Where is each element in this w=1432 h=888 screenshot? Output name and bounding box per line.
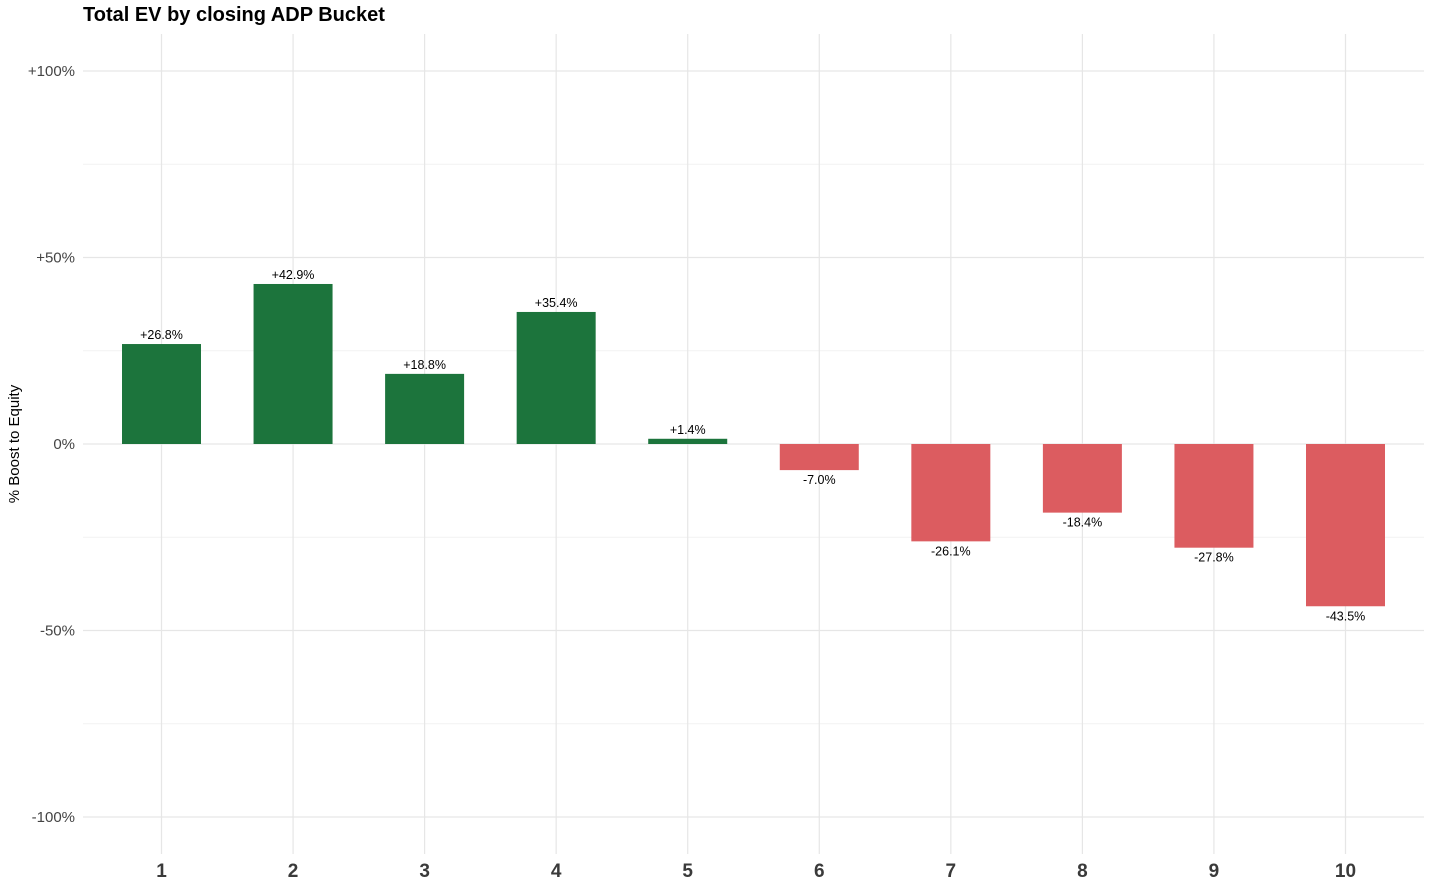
data-label-1: +26.8%: [140, 328, 183, 342]
x-tick-label-9: 9: [1209, 861, 1220, 882]
bars-layer: [122, 283, 1385, 607]
y-tick-label: +100%: [28, 63, 75, 80]
data-label-9: -27.8%: [1194, 551, 1234, 565]
y-tick-label: -100%: [32, 809, 75, 826]
bar-5: [648, 438, 728, 444]
data-label-8: -18.4%: [1063, 516, 1103, 530]
x-tick-label-4: 4: [551, 861, 562, 882]
data-label-10: -43.5%: [1326, 609, 1366, 623]
bar-4: [516, 311, 596, 444]
x-tick-label-6: 6: [814, 861, 825, 882]
chart-title: Total EV by closing ADP Bucket: [83, 4, 385, 26]
bar-6: [779, 444, 859, 471]
data-label-7: -26.1%: [931, 544, 971, 558]
x-tick-label-3: 3: [419, 861, 430, 882]
bar-9: [1174, 444, 1254, 548]
bar-7: [911, 444, 991, 542]
data-label-3: +18.8%: [403, 358, 446, 372]
y-axis-label: % Boost to Equity: [6, 384, 23, 503]
bar-2: [253, 283, 333, 444]
x-tick-label-2: 2: [288, 861, 299, 882]
data-label-2: +42.9%: [272, 268, 315, 282]
y-tick-label: +50%: [36, 250, 75, 267]
y-tick-label: 0%: [53, 436, 75, 453]
x-tick-label-5: 5: [682, 861, 693, 882]
y-axis: -100% -50% 0% +50% +100%: [28, 63, 75, 826]
x-tick-label-10: 10: [1335, 861, 1356, 882]
data-label-5: +1.4%: [670, 423, 706, 437]
bar-8: [1042, 444, 1122, 513]
data-label-6: -7.0%: [803, 473, 836, 487]
y-tick-label: -50%: [40, 623, 75, 640]
bar-3: [385, 373, 465, 444]
bar-10: [1306, 444, 1385, 607]
bar-1: [122, 344, 201, 444]
x-tick-label-7: 7: [946, 861, 957, 882]
data-label-4: +35.4%: [535, 296, 578, 310]
x-axis: 1 2 3 4 5 6 7 8 9 10: [156, 861, 1356, 882]
data-labels-layer: +26.8% +42.9% +18.8% +35.4% +1.4% -7.0% -26.1%…: [140, 268, 1365, 623]
x-tick-label-8: 8: [1077, 861, 1088, 882]
x-tick-label-1: 1: [156, 861, 167, 882]
